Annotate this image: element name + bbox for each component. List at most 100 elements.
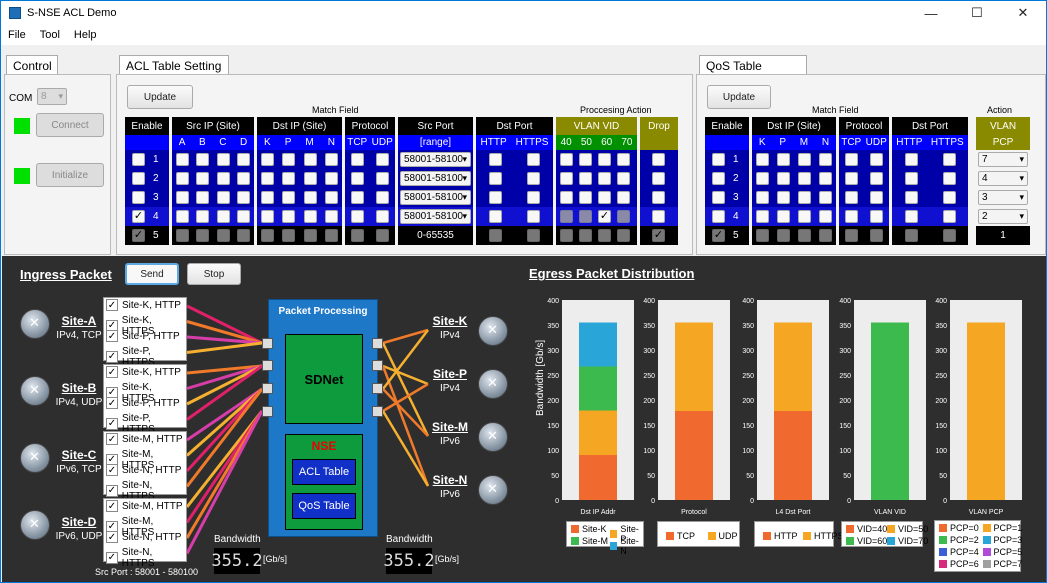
flow-item[interactable]: ✓ Site-M, HTTP	[106, 433, 183, 445]
stop-button[interactable]: Stop	[187, 263, 241, 285]
acl-match-checkbox[interactable]	[351, 191, 364, 204]
qos-match-checkbox[interactable]	[904, 172, 918, 185]
acl-match-checkbox[interactable]	[324, 191, 338, 204]
acl-vlan-checkbox[interactable]	[560, 172, 573, 185]
qos-match-checkbox[interactable]	[904, 229, 918, 242]
tab-acl-table-setting[interactable]: ACL Table Setting	[119, 55, 229, 75]
acl-match-checkbox[interactable]	[303, 210, 317, 223]
qos-pcp-select[interactable]: 4	[978, 171, 1028, 186]
acl-match-checkbox[interactable]	[282, 172, 296, 185]
acl-match-checkbox[interactable]	[351, 153, 364, 166]
acl-drop-checkbox[interactable]: ✓	[652, 229, 665, 242]
flow-checkbox[interactable]: ✓	[106, 366, 118, 378]
flow-checkbox[interactable]: ✓	[106, 484, 118, 497]
tab-control[interactable]: Control	[6, 55, 58, 75]
qos-match-checkbox[interactable]	[904, 153, 918, 166]
acl-match-checkbox[interactable]	[488, 191, 502, 204]
maximize-button[interactable]: ☐	[971, 5, 983, 20]
acl-match-checkbox[interactable]	[237, 229, 251, 242]
qos-match-checkbox[interactable]	[870, 153, 883, 166]
acl-enable-checkbox[interactable]: ✓	[132, 210, 145, 223]
acl-match-checkbox[interactable]	[196, 229, 210, 242]
acl-match-checkbox[interactable]	[261, 229, 275, 242]
flow-item[interactable]: ✓ Site-P, HTTPS	[106, 413, 186, 435]
qos-match-checkbox[interactable]	[756, 191, 769, 204]
acl-match-checkbox[interactable]	[175, 229, 189, 242]
acl-match-checkbox[interactable]	[324, 229, 338, 242]
qos-match-checkbox[interactable]	[777, 191, 790, 204]
acl-vlan-checkbox[interactable]	[598, 229, 611, 242]
qos-match-checkbox[interactable]	[942, 191, 956, 204]
acl-match-checkbox[interactable]	[527, 191, 541, 204]
acl-match-checkbox[interactable]	[216, 210, 230, 223]
acl-match-checkbox[interactable]	[527, 210, 541, 223]
qos-match-checkbox[interactable]	[819, 153, 832, 166]
acl-vlan-checkbox[interactable]	[579, 172, 592, 185]
acl-match-checkbox[interactable]	[324, 210, 338, 223]
qos-match-checkbox[interactable]	[798, 229, 811, 242]
acl-match-checkbox[interactable]	[282, 191, 296, 204]
acl-match-checkbox[interactable]	[237, 210, 251, 223]
acl-match-checkbox[interactable]	[261, 210, 275, 223]
acl-vlan-checkbox[interactable]	[579, 191, 592, 204]
acl-match-checkbox[interactable]	[282, 210, 296, 223]
acl-match-checkbox[interactable]	[527, 153, 541, 166]
acl-vlan-checkbox[interactable]	[598, 153, 611, 166]
acl-drop-checkbox[interactable]	[652, 191, 665, 204]
acl-vlan-checkbox[interactable]	[579, 210, 592, 223]
flow-checkbox[interactable]: ✓	[106, 417, 118, 430]
qos-match-checkbox[interactable]	[798, 210, 811, 223]
flow-item[interactable]: ✓ Site-N, HTTP	[106, 531, 181, 543]
acl-match-checkbox[interactable]	[261, 191, 275, 204]
acl-match-checkbox[interactable]	[303, 153, 317, 166]
qos-match-checkbox[interactable]	[904, 191, 918, 204]
flow-item[interactable]: ✓ Site-N, HTTPS	[106, 480, 186, 502]
acl-match-checkbox[interactable]	[175, 191, 189, 204]
acl-match-checkbox[interactable]	[376, 229, 389, 242]
acl-drop-checkbox[interactable]	[652, 210, 665, 223]
qos-pcp-select[interactable]: 2	[978, 209, 1028, 224]
acl-src-port-select[interactable]: 58001-58100	[400, 190, 471, 205]
qos-match-checkbox[interactable]	[756, 210, 769, 223]
qos-pcp-select[interactable]: 7	[978, 152, 1028, 167]
acl-match-checkbox[interactable]	[351, 172, 364, 185]
flow-checkbox[interactable]: ✓	[106, 500, 118, 512]
flow-item[interactable]: ✓ Site-M, HTTP	[106, 500, 183, 512]
acl-vlan-checkbox[interactable]	[617, 191, 630, 204]
qos-match-checkbox[interactable]	[798, 191, 811, 204]
qos-match-checkbox[interactable]	[942, 210, 956, 223]
acl-src-port-select[interactable]: 58001-58100	[400, 152, 471, 167]
qos-match-checkbox[interactable]	[942, 153, 956, 166]
qos-match-checkbox[interactable]	[777, 153, 790, 166]
acl-enable-checkbox[interactable]: ✓	[132, 229, 145, 242]
qos-match-checkbox[interactable]	[845, 229, 858, 242]
acl-match-checkbox[interactable]	[488, 210, 502, 223]
qos-enable-checkbox[interactable]	[712, 210, 725, 223]
acl-match-checkbox[interactable]	[175, 153, 189, 166]
acl-match-checkbox[interactable]	[237, 172, 251, 185]
flow-item[interactable]: ✓ Site-N, HTTP	[106, 464, 181, 476]
acl-enable-checkbox[interactable]	[132, 153, 145, 166]
acl-vlan-checkbox[interactable]	[617, 153, 630, 166]
acl-match-checkbox[interactable]	[376, 191, 389, 204]
acl-vlan-checkbox[interactable]	[598, 191, 611, 204]
acl-vlan-checkbox[interactable]	[560, 153, 573, 166]
acl-match-checkbox[interactable]	[303, 229, 317, 242]
tab-qos-table-setting[interactable]: QoS Table Setting	[699, 55, 807, 87]
acl-match-checkbox[interactable]	[376, 153, 389, 166]
acl-match-checkbox[interactable]	[282, 229, 296, 242]
qos-match-checkbox[interactable]	[819, 172, 832, 185]
flow-checkbox[interactable]: ✓	[106, 531, 118, 543]
flow-checkbox[interactable]: ✓	[106, 433, 118, 445]
acl-match-checkbox[interactable]	[303, 191, 317, 204]
acl-drop-checkbox[interactable]	[652, 172, 665, 185]
acl-match-checkbox[interactable]	[376, 210, 389, 223]
menu-help[interactable]: Help	[73, 29, 97, 41]
qos-match-checkbox[interactable]	[756, 229, 769, 242]
acl-match-checkbox[interactable]	[237, 191, 251, 204]
qos-match-checkbox[interactable]	[777, 229, 790, 242]
qos-match-checkbox[interactable]	[904, 210, 918, 223]
close-button[interactable]: ✕	[1017, 5, 1029, 20]
qos-match-checkbox[interactable]	[798, 172, 811, 185]
com-select[interactable]: 8	[37, 88, 67, 105]
